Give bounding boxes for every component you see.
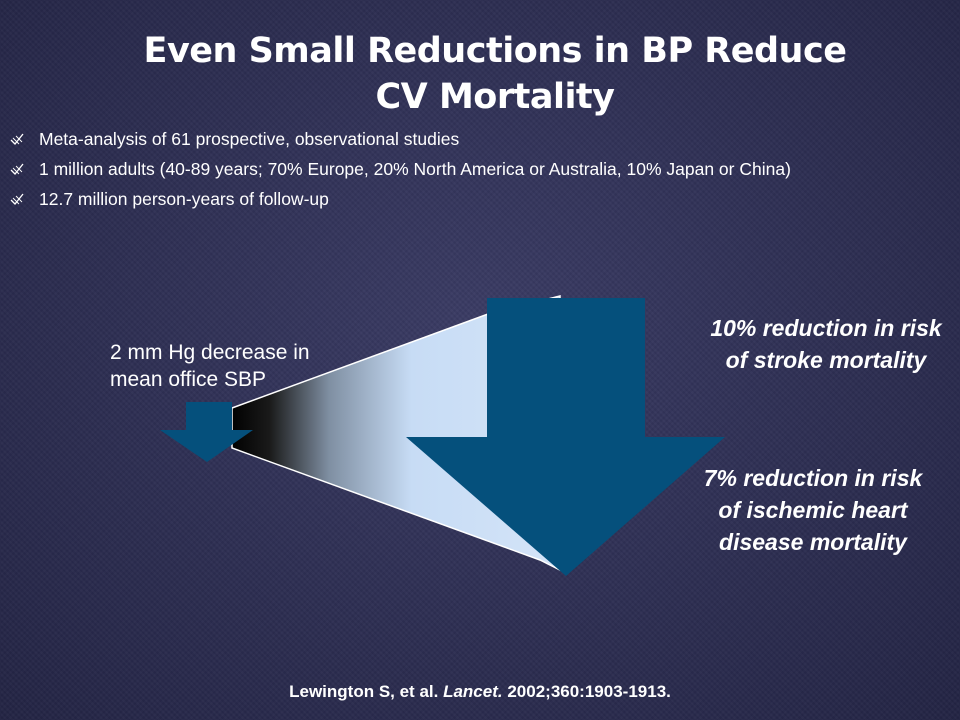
bullet-item: 1 million adults (40-89 years; 70% Europ… <box>10 158 810 181</box>
sbp-decrease-label: 2 mm Hg decrease in mean office SBP <box>110 341 310 391</box>
small-down-arrow <box>160 402 253 462</box>
bullet-text: 1 million adults (40-89 years; 70% Europ… <box>39 159 791 179</box>
sketch-check-icon <box>10 163 24 175</box>
slide-title: Even Small Reductions in BP Reduce CV Mo… <box>80 28 910 120</box>
bullet-text: 12.7 million person-years of follow-up <box>39 189 329 209</box>
ihd-mortality-callout: 7% reduction in risk of ischemic heart d… <box>703 465 923 555</box>
bullet-item: Meta-analysis of 61 prospective, observa… <box>10 128 810 151</box>
citation: Lewington S, et al. Lancet. 2002;360:190… <box>0 682 960 702</box>
large-down-arrow <box>406 298 725 576</box>
title-line-1: Even Small Reductions in BP Reduce <box>143 31 847 71</box>
citation-authors: Lewington S, et al. <box>289 682 439 701</box>
bullet-text: Meta-analysis of 61 prospective, observa… <box>39 129 460 149</box>
bullet-list: Meta-analysis of 61 prospective, observa… <box>10 128 810 218</box>
citation-details: 2002;360:1903-1913. <box>507 682 671 701</box>
sketch-check-icon <box>10 193 24 205</box>
citation-journal: Lancet. <box>443 682 503 701</box>
title-line-2: CV Mortality <box>375 77 615 117</box>
bullet-item: 12.7 million person-years of follow-up <box>10 188 810 211</box>
sketch-check-icon <box>10 133 24 145</box>
stroke-mortality-callout: 10% reduction in risk of stroke mortalit… <box>710 315 942 373</box>
